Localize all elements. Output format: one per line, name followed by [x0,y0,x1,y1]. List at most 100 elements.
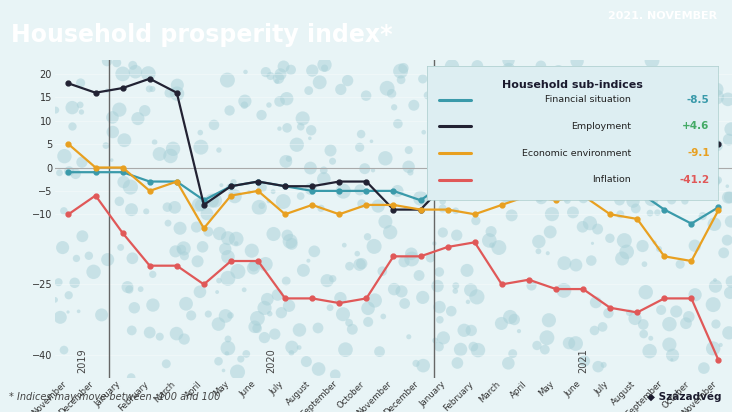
Point [318,176,329,182]
Point [253,204,265,211]
Point [220,246,231,252]
Point [239,69,251,75]
Point [451,132,463,138]
Point [360,92,372,99]
Point [285,350,297,356]
Point [437,229,449,236]
Point [72,308,84,315]
Point [433,304,445,310]
Point [472,75,484,81]
Point [575,75,586,82]
Point [671,308,682,315]
Point [209,197,221,204]
Point [197,243,209,250]
Point [70,171,81,177]
Point [541,169,553,176]
Point [652,96,664,103]
Text: -9.1: -9.1 [687,148,710,158]
Point [499,184,511,191]
Point [533,248,545,255]
Point [115,244,127,251]
Point [146,86,158,92]
Point [452,192,464,199]
Text: +4.6: +4.6 [682,122,710,131]
Point [351,250,363,257]
Point [500,193,512,199]
Point [258,334,270,341]
Point [267,188,279,195]
Point [58,208,70,214]
Point [314,79,326,86]
Point [118,179,130,185]
Point [403,333,414,340]
Point [277,63,289,70]
Point [139,108,151,114]
Point [493,143,504,150]
Point [567,209,579,216]
Point [709,277,721,283]
Point [624,309,635,316]
Point [417,75,428,82]
Point [135,286,146,293]
Point [274,125,285,132]
Point [413,272,425,279]
Point [533,238,545,245]
Point [538,80,550,87]
Point [498,127,509,134]
Point [69,279,81,286]
Point [388,286,400,293]
Point [232,268,244,275]
Point [483,237,495,244]
Point [543,317,555,323]
Point [190,224,202,230]
Point [527,100,539,107]
Point [542,98,554,104]
Point [683,147,695,153]
Point [337,188,349,194]
Point [513,126,525,133]
Point [722,183,732,190]
Point [574,147,586,153]
Point [362,305,374,311]
Point [261,296,273,302]
Point [643,348,655,354]
Point [436,126,448,133]
Point [698,91,709,98]
Point [50,107,61,113]
Point [586,160,598,167]
Point [269,331,280,337]
Point [589,327,600,334]
Point [710,321,722,328]
Point [405,169,417,176]
Point [614,211,626,218]
Point [433,114,444,120]
Point [141,208,152,215]
Point [374,348,386,355]
Point [240,351,252,357]
Point [178,245,190,252]
Point [619,237,630,244]
Point [557,187,569,194]
Text: 2021: 2021 [578,349,588,373]
Point [337,311,349,318]
Point [58,347,70,353]
Point [268,231,280,237]
Point [397,65,409,71]
Point [395,68,406,75]
Point [414,195,426,201]
Point [165,153,176,159]
Point [249,323,261,330]
Point [646,57,658,64]
Point [272,292,283,298]
Point [428,240,440,247]
Point [365,138,377,145]
Point [436,187,448,193]
Point [75,102,86,108]
Point [367,167,379,173]
Point [539,346,550,353]
Point [57,244,69,251]
Point [283,302,295,309]
Point [96,311,108,318]
Point [433,269,445,275]
Point [561,197,573,204]
